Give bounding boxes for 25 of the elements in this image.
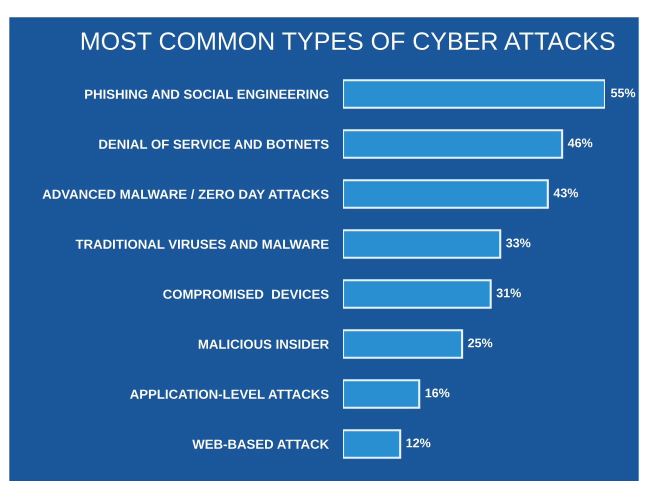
y-tick-label: DENIAL OF SERVICE AND BOTNETS (99, 140, 329, 149)
data-label: 12% (406, 438, 430, 448)
bar (343, 179, 549, 209)
bar (343, 429, 402, 459)
y-tick-label: MALICIOUS INSIDER (198, 340, 329, 349)
bar (343, 129, 564, 159)
data-label: 31% (496, 288, 521, 298)
bar (343, 229, 502, 259)
data-label: 33% (506, 238, 530, 248)
y-tick-label: PHISHING AND SOCIAL ENGINEERING (85, 90, 328, 99)
data-label: 46% (568, 138, 592, 148)
bar (343, 379, 420, 409)
y-tick-label: APPLICATION-LEVEL ATTACKS (130, 390, 329, 399)
y-tick-label: WEB-BASED ATTACK (192, 440, 329, 449)
chart-title: MOST COMMON TYPES OF CYBER ATTACKS (82, 32, 614, 50)
bar (343, 79, 605, 109)
y-tick-label: TRADITIONAL VIRUSES AND MALWARE (76, 240, 329, 249)
data-label: 25% (468, 338, 492, 348)
y-tick-label: COMPROMISED DEVICES (163, 290, 329, 299)
y-tick-label: ADVANCED MALWARE / ZERO DAY ATTACKS (42, 189, 329, 200)
data-label: 55% (610, 88, 636, 98)
bar (343, 279, 492, 309)
data-label: 16% (426, 388, 450, 398)
bar (343, 329, 464, 359)
data-label: 43% (554, 188, 578, 198)
